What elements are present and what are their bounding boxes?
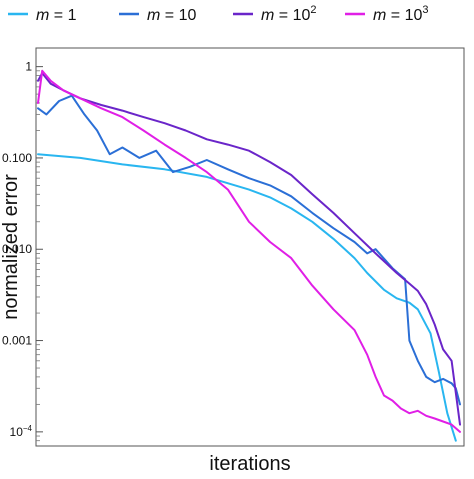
y-axis-title: normalized error xyxy=(0,174,22,320)
legend-variable: m xyxy=(147,7,160,24)
series-lines xyxy=(37,69,461,442)
legend-entry-1: m = 10 xyxy=(119,7,196,24)
series-line-0 xyxy=(37,153,457,442)
series-line-2 xyxy=(37,72,461,426)
y-tick-label: 10−4 xyxy=(10,424,33,439)
legend-entry-0: m = 1 xyxy=(8,7,77,24)
series-line-1 xyxy=(37,94,461,406)
legend-value: = 10 xyxy=(386,7,422,24)
legend-entry-3: m = 103 xyxy=(345,4,428,24)
series-line-3 xyxy=(37,69,461,433)
y-axis: 1 0.100 0.010 0.001 10−4 xyxy=(2,60,43,442)
y-tick-label: 0.010 xyxy=(2,242,32,256)
legend-label: m = 103 xyxy=(373,4,428,24)
plot-frame xyxy=(35,47,465,447)
legend-value: = 10 xyxy=(274,7,310,24)
legend-exponent: 3 xyxy=(422,4,428,16)
legend-exponent: 2 xyxy=(310,4,316,16)
legend-variable: m xyxy=(36,7,49,24)
legend-label: m = 102 xyxy=(261,4,316,24)
legend-value: = 10 xyxy=(160,7,196,24)
y-tick-label: 1 xyxy=(25,60,32,74)
y-tick-label: 0.001 xyxy=(2,334,32,348)
legend-variable: m xyxy=(261,7,274,24)
legend-label: m = 1 xyxy=(36,7,77,24)
legend-variable: m xyxy=(373,7,386,24)
legend-value: = 1 xyxy=(49,7,76,24)
x-axis-title: iterations xyxy=(209,453,290,474)
legend-entry-2: m = 102 xyxy=(233,4,316,24)
y-tick-label-exponent: −4 xyxy=(23,424,33,433)
y-tick-label: 0.100 xyxy=(2,151,32,165)
legend-label: m = 10 xyxy=(147,7,196,24)
